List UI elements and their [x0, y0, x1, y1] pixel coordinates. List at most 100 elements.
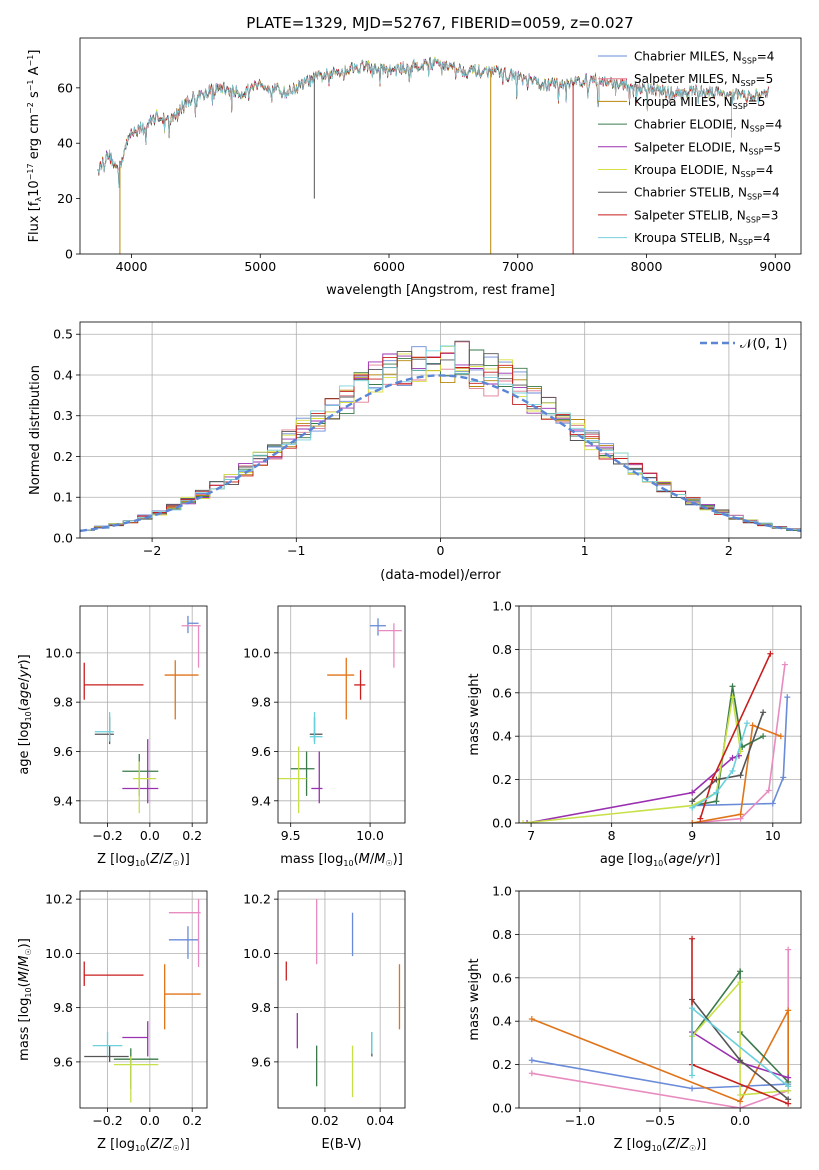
legend-entry: Salpeter STELIB, NSSP=3	[634, 208, 778, 224]
x-tick-label: 0.02	[311, 1113, 339, 1128]
x-axis-label: Z [log10(Z/Z☉)]	[614, 1137, 707, 1153]
figure-title: PLATE=1329, MJD=52767, FIBERID=0059, z=0…	[246, 14, 633, 32]
x-tick-label: 0.2	[182, 828, 202, 843]
weight-marker	[689, 820, 696, 823]
errorbar-point	[122, 739, 159, 804]
weight-marker	[737, 1057, 744, 1064]
x-tick-label: 0	[437, 543, 445, 558]
axes-frame	[277, 890, 406, 1109]
y-tick-label: 10.2	[243, 892, 271, 907]
axes-frame	[518, 605, 802, 824]
y-tick-label: 20	[57, 191, 73, 206]
weight-marker	[780, 774, 787, 781]
errorbar-point	[168, 899, 201, 967]
y-tick-label: 9.4	[53, 793, 73, 808]
x-tick-label: 9	[688, 828, 696, 843]
y-tick-label: 1.0	[492, 884, 512, 899]
errorbar-point	[122, 753, 159, 796]
errorbar-point	[309, 712, 323, 745]
y-tick-label: 10.0	[45, 946, 73, 961]
weight-marker	[737, 1098, 744, 1105]
y-axis-label: age [log10(age/yr)]	[17, 654, 33, 774]
errorbar-point	[278, 746, 307, 814]
x-tick-label: −0.2	[92, 828, 122, 843]
plot-area	[83, 899, 201, 1103]
errorbar-point	[94, 716, 114, 745]
y-tick-label: 9.6	[53, 1054, 73, 1069]
weight-line	[692, 724, 782, 823]
y-tick-label: 9.6	[251, 744, 271, 759]
x-tick-label: −0.2	[92, 1113, 122, 1128]
x-tick-label: 10	[765, 828, 781, 843]
weight-marker	[785, 946, 792, 953]
x-tick-label: 2	[725, 543, 733, 558]
x-tick-label: 7	[527, 828, 535, 843]
x-tick-label: 0.2	[182, 1113, 202, 1128]
weight-marker	[737, 979, 744, 986]
weight-marker	[729, 683, 736, 690]
errorbar-point	[309, 716, 323, 742]
gridlines	[278, 891, 405, 1108]
y-axis-label: mass weight	[467, 958, 482, 1040]
legend: Chabrier MILES, NSSP=4 Salpeter MILES, NS…	[598, 50, 782, 247]
axes-frame	[277, 605, 406, 824]
weight-marker	[729, 767, 736, 774]
x-tick-label: 1	[581, 543, 589, 558]
x-tick-label: 8000	[631, 259, 663, 274]
y-tick-label: 0	[65, 247, 73, 262]
x-tick-label: 10.0	[356, 828, 384, 843]
y-tick-label: 9.8	[251, 1000, 271, 1015]
weight-marker	[729, 694, 736, 701]
errorbar-point	[378, 623, 402, 668]
x-axis-label: (data-model)/error	[380, 568, 501, 583]
legend-entry: Kroupa ELODIE, NSSP=4	[634, 163, 773, 179]
y-tick-label: 0.4	[53, 367, 73, 382]
errorbar-point	[83, 961, 144, 986]
errorbar-point	[290, 751, 315, 796]
axes-spectrum: 4000 5000 6000 7000 8000 9000 0 20 40 60 wavelengt…	[26, 37, 802, 298]
y-tick-label: 9.6	[251, 1054, 271, 1069]
errorbar-point	[164, 660, 199, 720]
weight-marker	[528, 1016, 535, 1023]
weight-marker	[785, 1100, 792, 1107]
axes-frame	[79, 37, 802, 255]
x-axis-label: age [log10(age/yr)]	[600, 852, 720, 868]
legend-entry: Chabrier ELODIE, NSSP=4	[634, 118, 782, 134]
legend-entry: Kroupa STELIB, NSSP=4	[634, 231, 771, 247]
y-tick-label: 9.4	[251, 793, 271, 808]
y-tick-label: 10.0	[45, 645, 73, 660]
weight-line	[691, 722, 748, 809]
gridlines	[80, 606, 207, 823]
errorbar-point	[168, 926, 199, 959]
errorbar-point	[122, 1021, 149, 1057]
y-tick-label: 0.0	[492, 1101, 512, 1116]
y-axis-label: mass [log10(M/M☉)]	[17, 938, 33, 1061]
y-axis-label: Normed distribution	[28, 365, 43, 495]
histogram-step	[80, 345, 801, 531]
y-tick-label: 40	[57, 136, 73, 151]
weight-marker	[689, 1005, 696, 1012]
x-tick-label: −0.5	[645, 1113, 675, 1128]
x-tick-label: 7000	[502, 259, 534, 274]
errorbar-point	[83, 662, 144, 700]
legend-entry: Chabrier STELIB, NSSP=4	[634, 186, 780, 202]
plot-area	[278, 618, 402, 814]
weight-marker	[713, 789, 720, 796]
y-tick-label: 0.1	[53, 490, 73, 505]
y-tick-label: 10.0	[243, 946, 271, 961]
weight-marker	[737, 968, 744, 975]
y-tick-label: 9.8	[53, 1000, 73, 1015]
gridlines	[278, 606, 405, 823]
x-tick-label: 0.0	[140, 1113, 160, 1128]
y-axis-label: mass weight	[467, 673, 482, 755]
weight-marker	[760, 733, 767, 740]
histogram-step	[80, 352, 801, 531]
axes-age_vs_mass: 9.5 10.0 9.4 9.6 9.8 10.0 mass [log10(M/M☉)]	[243, 605, 406, 868]
x-axis-label: mass [log10(M/M☉)]	[280, 852, 403, 868]
y-tick-label: 0.8	[492, 927, 512, 942]
plot-area	[285, 899, 401, 1098]
weight-marker	[689, 1085, 696, 1092]
weight-marker	[737, 1091, 744, 1098]
weight-marker	[713, 798, 720, 805]
